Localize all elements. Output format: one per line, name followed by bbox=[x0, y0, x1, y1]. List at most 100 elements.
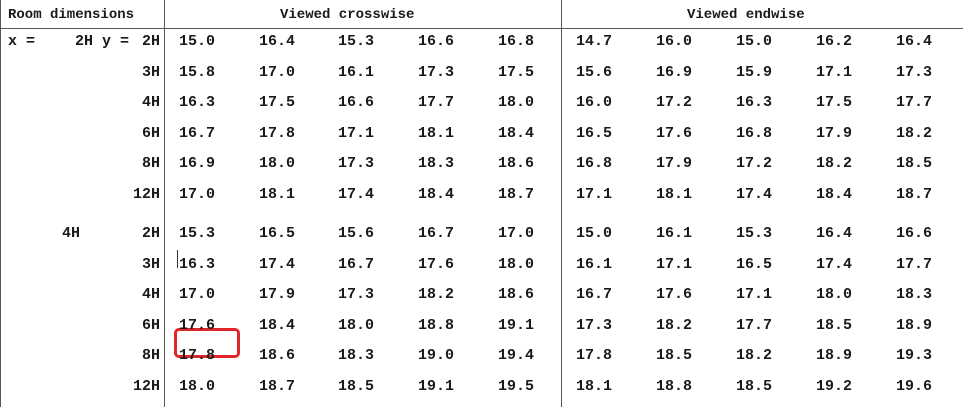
value-cell-cross: 18.0 bbox=[497, 256, 534, 273]
row-y-label: 2H bbox=[141, 33, 160, 50]
value-cell-cross: 17.3 bbox=[337, 286, 374, 303]
value-cell-end: 16.6 bbox=[895, 225, 932, 242]
value-cell-cross: 16.5 bbox=[258, 225, 295, 242]
value-cell-end: 17.2 bbox=[655, 94, 692, 111]
value-cell-cross: 16.6 bbox=[337, 94, 374, 111]
value-cell-cross: 17.7 bbox=[417, 94, 454, 111]
value-cell-end: 18.2 bbox=[815, 155, 852, 172]
value-cell-cross: 15.8 bbox=[178, 64, 215, 81]
value-cell-end: 17.4 bbox=[735, 186, 772, 203]
value-cell-cross: 18.5 bbox=[337, 378, 374, 395]
value-cell-cross: 17.4 bbox=[337, 186, 374, 203]
row-y-label: 3H bbox=[141, 256, 160, 273]
value-cell-end: 17.5 bbox=[815, 94, 852, 111]
row-y-label: 4H bbox=[141, 286, 160, 303]
value-cell-cross: 18.0 bbox=[337, 317, 374, 334]
value-cell-cross: 18.6 bbox=[258, 347, 295, 364]
value-cell-end: 17.7 bbox=[735, 317, 772, 334]
value-cell-end: 15.9 bbox=[735, 64, 772, 81]
value-cell-cross: 16.7 bbox=[337, 256, 374, 273]
row-y-label: 3H bbox=[141, 64, 160, 81]
value-cell-cross: 18.7 bbox=[497, 186, 534, 203]
value-cell-cross: 18.1 bbox=[258, 186, 295, 203]
value-cell-end: 18.5 bbox=[655, 347, 692, 364]
value-cell-cross: 16.7 bbox=[178, 125, 215, 142]
value-cell-end: 14.7 bbox=[575, 33, 612, 50]
value-cell-cross: 18.6 bbox=[497, 286, 534, 303]
value-cell-end: 16.8 bbox=[735, 125, 772, 142]
value-cell-end: 16.3 bbox=[735, 94, 772, 111]
value-cell-end: 18.5 bbox=[815, 317, 852, 334]
row-y-label: 2H bbox=[141, 225, 160, 242]
value-cell-end: 16.2 bbox=[815, 33, 852, 50]
value-cell-end: 16.9 bbox=[655, 64, 692, 81]
value-cell-cross: 19.0 bbox=[417, 347, 454, 364]
value-cell-end: 17.6 bbox=[655, 286, 692, 303]
value-cell-end: 17.9 bbox=[815, 125, 852, 142]
value-cell-cross: 18.7 bbox=[258, 378, 295, 395]
value-cell-cross: 16.9 bbox=[178, 155, 215, 172]
value-cell-end: 19.3 bbox=[895, 347, 932, 364]
value-cell-end: 16.0 bbox=[575, 94, 612, 111]
value-cell-cross: 17.0 bbox=[178, 286, 215, 303]
value-cell-end: 18.9 bbox=[815, 347, 852, 364]
text-cursor-mark bbox=[177, 250, 178, 268]
value-cell-end: 17.6 bbox=[655, 125, 692, 142]
value-cell-end: 15.0 bbox=[735, 33, 772, 50]
value-cell-cross: 18.0 bbox=[178, 378, 215, 395]
value-cell-cross: 18.6 bbox=[497, 155, 534, 172]
value-cell-end: 18.7 bbox=[895, 186, 932, 203]
value-cell-cross: 15.3 bbox=[178, 225, 215, 242]
col-divider-middle bbox=[561, 0, 562, 407]
value-cell-cross: 17.3 bbox=[417, 64, 454, 81]
value-cell-cross: 17.1 bbox=[337, 125, 374, 142]
col-divider-left bbox=[164, 0, 165, 407]
value-cell-cross: 18.1 bbox=[417, 125, 454, 142]
value-cell-end: 18.0 bbox=[815, 286, 852, 303]
value-cell-end: 16.5 bbox=[575, 125, 612, 142]
value-cell-end: 18.2 bbox=[735, 347, 772, 364]
value-cell-cross: 17.0 bbox=[497, 225, 534, 242]
row-y-label: 6H bbox=[141, 317, 160, 334]
group-label-2h: 2H y = bbox=[75, 33, 130, 50]
value-cell-end: 16.7 bbox=[575, 286, 612, 303]
value-cell-cross: 17.6 bbox=[417, 256, 454, 273]
value-cell-cross: 15.0 bbox=[178, 33, 215, 50]
value-cell-end: 17.2 bbox=[735, 155, 772, 172]
value-cell-end: 18.2 bbox=[655, 317, 692, 334]
value-cell-end: 16.8 bbox=[575, 155, 612, 172]
value-cell-end: 17.1 bbox=[575, 186, 612, 203]
table-left-edge bbox=[0, 0, 1, 407]
value-cell-cross: 16.6 bbox=[417, 33, 454, 50]
value-cell-end: 15.0 bbox=[575, 225, 612, 242]
value-cell-cross: 16.1 bbox=[337, 64, 374, 81]
value-cell-cross: 18.4 bbox=[258, 317, 295, 334]
value-cell-end: 16.1 bbox=[655, 225, 692, 242]
value-cell-end: 15.6 bbox=[575, 64, 612, 81]
header-room-dimensions: Room dimensions bbox=[8, 7, 135, 23]
value-cell-end: 18.4 bbox=[815, 186, 852, 203]
value-cell-cross: 18.3 bbox=[417, 155, 454, 172]
value-cell-cross: 17.0 bbox=[178, 186, 215, 203]
value-cell-end: 17.3 bbox=[575, 317, 612, 334]
value-cell-end: 18.8 bbox=[655, 378, 692, 395]
value-cell-end: 19.2 bbox=[815, 378, 852, 395]
value-cell-end: 18.3 bbox=[895, 286, 932, 303]
value-cell-end: 16.5 bbox=[735, 256, 772, 273]
header-bottom-rule bbox=[0, 28, 963, 29]
value-cell-cross: 17.4 bbox=[258, 256, 295, 273]
value-cell-cross: 18.8 bbox=[417, 317, 454, 334]
value-cell-cross: 18.3 bbox=[337, 347, 374, 364]
value-cell-cross: 17.8 bbox=[258, 125, 295, 142]
row-y-label: 8H bbox=[141, 155, 160, 172]
value-cell-end: 17.7 bbox=[895, 256, 932, 273]
value-cell-end: 17.7 bbox=[895, 94, 932, 111]
value-cell-end: 17.3 bbox=[895, 64, 932, 81]
value-cell-cross: 19.4 bbox=[497, 347, 534, 364]
row-y-label: 12H bbox=[132, 378, 160, 395]
value-cell-end: 17.1 bbox=[655, 256, 692, 273]
value-cell-end: 17.4 bbox=[815, 256, 852, 273]
value-cell-cross: 18.0 bbox=[258, 155, 295, 172]
value-cell-cross: 18.2 bbox=[417, 286, 454, 303]
value-cell-end: 17.9 bbox=[655, 155, 692, 172]
